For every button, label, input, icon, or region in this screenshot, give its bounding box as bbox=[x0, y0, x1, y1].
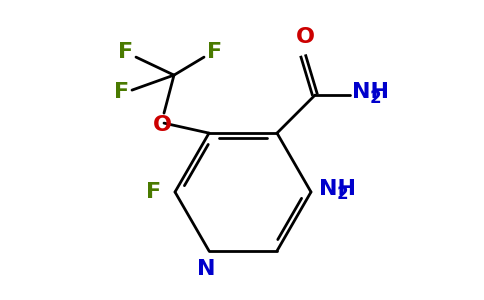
Text: O: O bbox=[296, 27, 315, 47]
Text: F: F bbox=[118, 42, 133, 62]
Text: NH: NH bbox=[352, 82, 389, 102]
Text: 2: 2 bbox=[336, 185, 348, 203]
Text: NH: NH bbox=[319, 179, 356, 199]
Text: F: F bbox=[207, 42, 222, 62]
Text: O: O bbox=[152, 115, 171, 135]
Text: F: F bbox=[146, 182, 161, 202]
Text: F: F bbox=[114, 82, 129, 102]
Text: N: N bbox=[197, 259, 215, 279]
Text: 2: 2 bbox=[370, 89, 381, 107]
